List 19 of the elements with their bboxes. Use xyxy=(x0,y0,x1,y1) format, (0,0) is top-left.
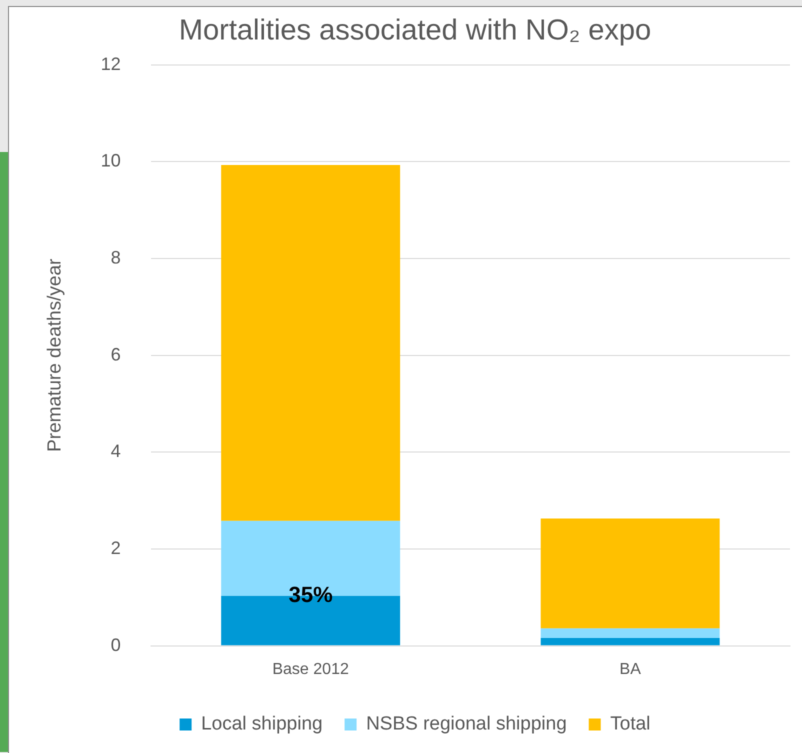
y-tick-label: 6 xyxy=(110,344,121,364)
annotation: 35% xyxy=(288,582,333,607)
y-tick-label: 8 xyxy=(110,247,121,268)
x-tick-label: BA xyxy=(620,660,642,678)
bar xyxy=(540,518,720,628)
y-tick-label: 0 xyxy=(110,634,121,655)
y-axis-title: Premature deaths/year xyxy=(44,258,66,452)
y-tick-label: 4 xyxy=(110,441,121,462)
x-tick-label: Base 2012 xyxy=(272,660,349,678)
chart-title: Mortalities associated with NO₂ expo xyxy=(178,14,652,46)
legend-label: Total xyxy=(610,714,650,735)
y-tick-label: 2 xyxy=(110,538,121,558)
y-tick-label: 12 xyxy=(100,54,121,74)
bar xyxy=(540,628,720,638)
legend-label: Local shipping xyxy=(201,714,323,735)
bar xyxy=(540,638,720,646)
legend-label: NSBS regional shipping xyxy=(366,714,567,735)
y-tick-label: 10 xyxy=(100,150,121,171)
bar xyxy=(221,165,400,521)
